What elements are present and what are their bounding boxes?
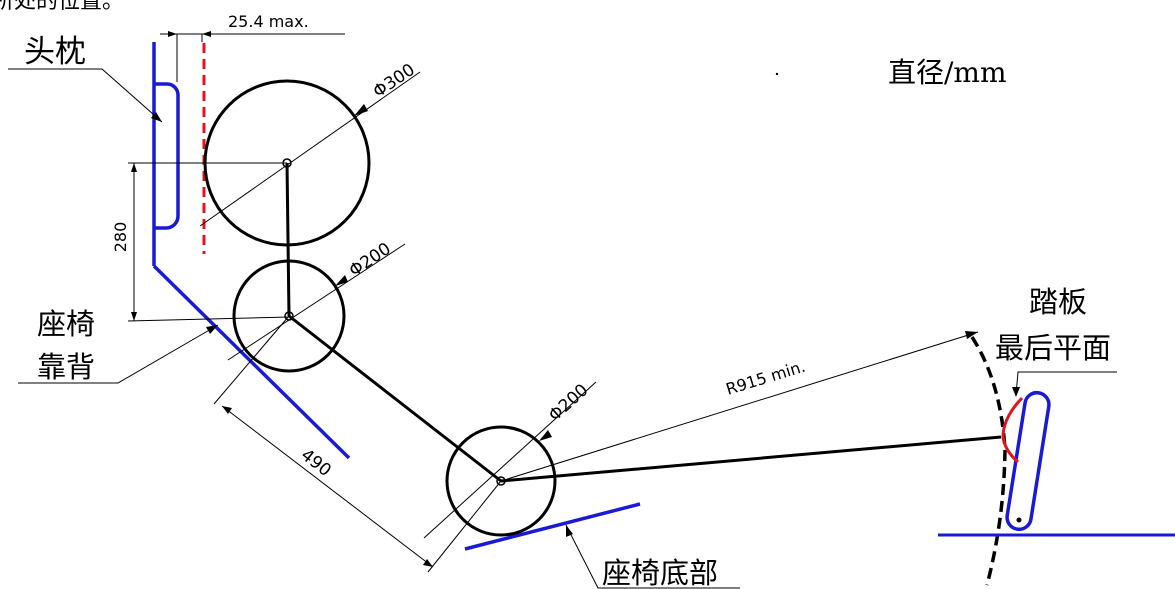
dim-arrow	[423, 559, 433, 567]
seat-bottom-leader-arrow	[566, 525, 573, 537]
headrest-leader	[8, 68, 163, 123]
diameter-leaders	[199, 71, 597, 539]
seat-back-leader	[18, 324, 219, 384]
cropped-caption: 所处的位置。	[0, 0, 124, 14]
pedal-label-line2: 最后平面	[995, 331, 1111, 365]
body-links	[285, 162, 1002, 483]
seat-back-profile	[152, 42, 351, 460]
hip-diameter-label: Φ200	[545, 380, 592, 426]
seat-back-leader-arrow	[206, 325, 218, 334]
hip-circle	[445, 425, 557, 537]
seat-back-label-line1: 座椅	[37, 307, 95, 341]
headrest-leader-arrow	[151, 112, 162, 122]
seat-bottom-label: 座椅底部	[602, 556, 718, 589]
radius-label: R915 min.	[724, 357, 808, 399]
diameter-unit-label: 直径/mm	[888, 56, 1007, 89]
pedal-label-line1: 踏板	[1029, 285, 1087, 319]
head-diameter-label: Φ300	[370, 60, 419, 102]
seat-back-label-line2: 靠背	[37, 350, 95, 384]
headrest-gap-label: 25.4 max.	[228, 12, 309, 31]
shoulder-hip-dimension	[213, 315, 502, 573]
stray-dot	[775, 72, 779, 76]
diameter-arrowheads	[335, 104, 552, 441]
dim-arrow	[222, 406, 232, 414]
pedal-leader	[1015, 371, 1117, 396]
seat-bottom-line	[464, 502, 641, 551]
shoulder-diameter-label: Φ200	[346, 239, 395, 281]
reach-arc	[970, 336, 1007, 586]
seat-bottom-leader	[565, 524, 740, 589]
head-shoulder-label: 280	[111, 222, 130, 253]
pedal-contact-arc	[1001, 396, 1024, 464]
pedal-pivot	[1016, 517, 1022, 523]
shoulder-hip-label: 490	[297, 445, 335, 481]
radius-arrowhead	[965, 331, 978, 339]
pedal-leader-arrow	[1012, 387, 1020, 397]
dim-arrow	[131, 312, 137, 321]
dim-arrow	[131, 163, 137, 172]
radius-leader	[500, 331, 979, 482]
headrest-gap-dimension	[160, 31, 345, 82]
headrest-label: 头枕	[24, 34, 86, 70]
head-shoulder-dimension	[127, 162, 290, 322]
